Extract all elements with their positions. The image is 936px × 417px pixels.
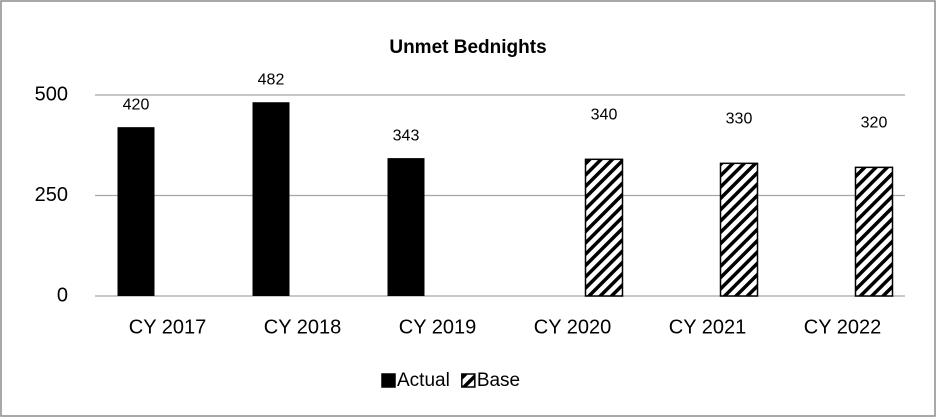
y-tick-label: 500 bbox=[35, 83, 68, 105]
legend-label: Actual bbox=[397, 370, 450, 391]
bar bbox=[252, 102, 290, 297]
x-tick-label: CY 2022 bbox=[804, 316, 881, 338]
x-tick-label: CY 2017 bbox=[129, 316, 206, 338]
bar bbox=[387, 158, 425, 296]
legend-swatch bbox=[461, 373, 476, 388]
bar bbox=[719, 162, 759, 297]
x-tick-label: CY 2018 bbox=[264, 316, 341, 338]
x-tick-label: CY 2019 bbox=[399, 316, 476, 338]
legend-label: Base bbox=[477, 370, 520, 391]
y-tick-label: 250 bbox=[35, 184, 68, 206]
x-tick-label: CY 2020 bbox=[534, 316, 611, 338]
data-label: 420 bbox=[123, 96, 150, 113]
chart-title: Unmet Bednights bbox=[389, 37, 546, 58]
data-label: 320 bbox=[861, 115, 888, 132]
bar bbox=[117, 127, 155, 296]
data-label: 340 bbox=[591, 107, 618, 124]
y-tick-label: 0 bbox=[57, 284, 68, 306]
bar bbox=[584, 158, 624, 297]
data-label: 482 bbox=[258, 71, 285, 88]
bar bbox=[854, 166, 894, 297]
data-label: 330 bbox=[726, 111, 753, 128]
data-label: 343 bbox=[393, 127, 420, 144]
legend-swatch bbox=[381, 373, 396, 388]
x-tick-label: CY 2021 bbox=[669, 316, 746, 338]
